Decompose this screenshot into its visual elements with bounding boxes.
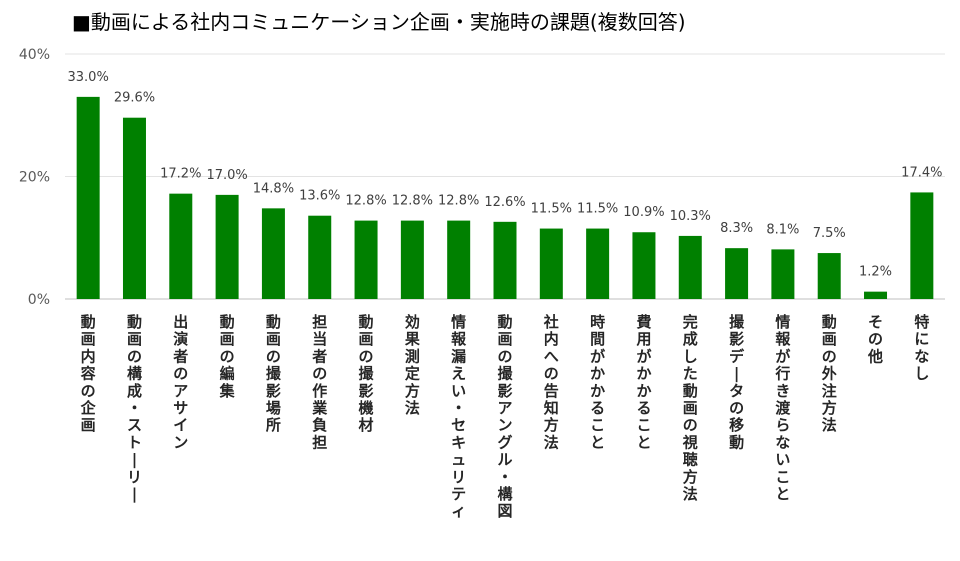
data-label: 17.0%	[206, 168, 247, 183]
bar	[586, 228, 610, 299]
data-label: 12.8%	[345, 194, 386, 209]
bar	[725, 248, 749, 299]
x-tick-label: 情報が行き渡らないこと	[774, 313, 791, 503]
bar	[169, 193, 193, 299]
data-label: 10.3%	[670, 209, 711, 224]
bar	[354, 220, 378, 299]
bar	[215, 194, 239, 299]
x-tick-label: 社内への告知方法	[543, 313, 559, 451]
bar	[447, 220, 471, 299]
bar	[261, 208, 285, 299]
bar	[771, 249, 795, 299]
x-tick-label: 動画内容の企画	[80, 313, 97, 434]
x-tick-label: 動画の撮影機材	[359, 313, 375, 434]
x-tick-label: 効果測定方法	[404, 313, 421, 417]
x-tick-label: その他	[867, 313, 883, 365]
data-label: 8.3%	[720, 221, 753, 236]
x-tick-label: 時間がかかること	[590, 313, 606, 451]
x-tick-label: 完成した動画の視聴方法	[682, 313, 698, 503]
x-tick-label: 動画の編集	[219, 313, 236, 400]
data-label: 33.0%	[68, 70, 109, 85]
data-label: 8.1%	[766, 222, 799, 237]
data-label: 12.8%	[392, 194, 433, 209]
bar	[864, 291, 888, 299]
data-label: 12.6%	[484, 195, 525, 210]
bar	[76, 96, 100, 299]
x-tick-label: 動画の撮影場所	[266, 313, 282, 434]
x-tick-label: 撮影デ|タの移動	[729, 313, 745, 451]
x-tick-label: 情報漏えい・セキュリティ	[451, 313, 467, 520]
x-tick-label: 動画の撮影アングル・構図	[497, 313, 513, 520]
bar	[539, 228, 563, 299]
y-tick-label: 0%	[28, 292, 50, 308]
data-label: 17.2%	[160, 167, 201, 182]
data-label: 11.5%	[531, 202, 572, 217]
x-tick-label: 動画の構成・スト|リ|	[127, 313, 142, 504]
bar	[678, 235, 702, 299]
bar	[817, 253, 841, 299]
data-label: 7.5%	[813, 226, 846, 241]
data-label: 1.2%	[859, 265, 892, 280]
bar	[632, 232, 656, 299]
x-tick-label: 担当者の作業負担	[311, 313, 328, 451]
bar	[910, 192, 934, 299]
chart-title: ■動画による社内コミュニケーション企画・実施時の課題(複数回答)	[72, 10, 686, 34]
bar	[308, 215, 332, 299]
x-tick-label: 出演者のアサイン	[173, 313, 188, 451]
data-label: 29.6%	[114, 91, 155, 106]
bar	[493, 221, 517, 299]
bar	[400, 220, 424, 299]
data-label: 11.5%	[577, 202, 618, 217]
data-label: 13.6%	[299, 189, 340, 204]
bar	[122, 117, 146, 299]
y-tick-label: 40%	[19, 47, 50, 63]
x-tick-label: 特になし	[914, 313, 929, 383]
data-label: 12.8%	[438, 194, 479, 209]
data-label: 17.4%	[901, 165, 942, 180]
data-label: 14.8%	[253, 181, 294, 196]
data-label: 10.9%	[623, 205, 664, 220]
y-tick-label: 20%	[19, 170, 50, 186]
x-tick-label: 動画の外注方法	[821, 313, 837, 434]
x-tick-label: 費用がかかること	[636, 313, 652, 451]
